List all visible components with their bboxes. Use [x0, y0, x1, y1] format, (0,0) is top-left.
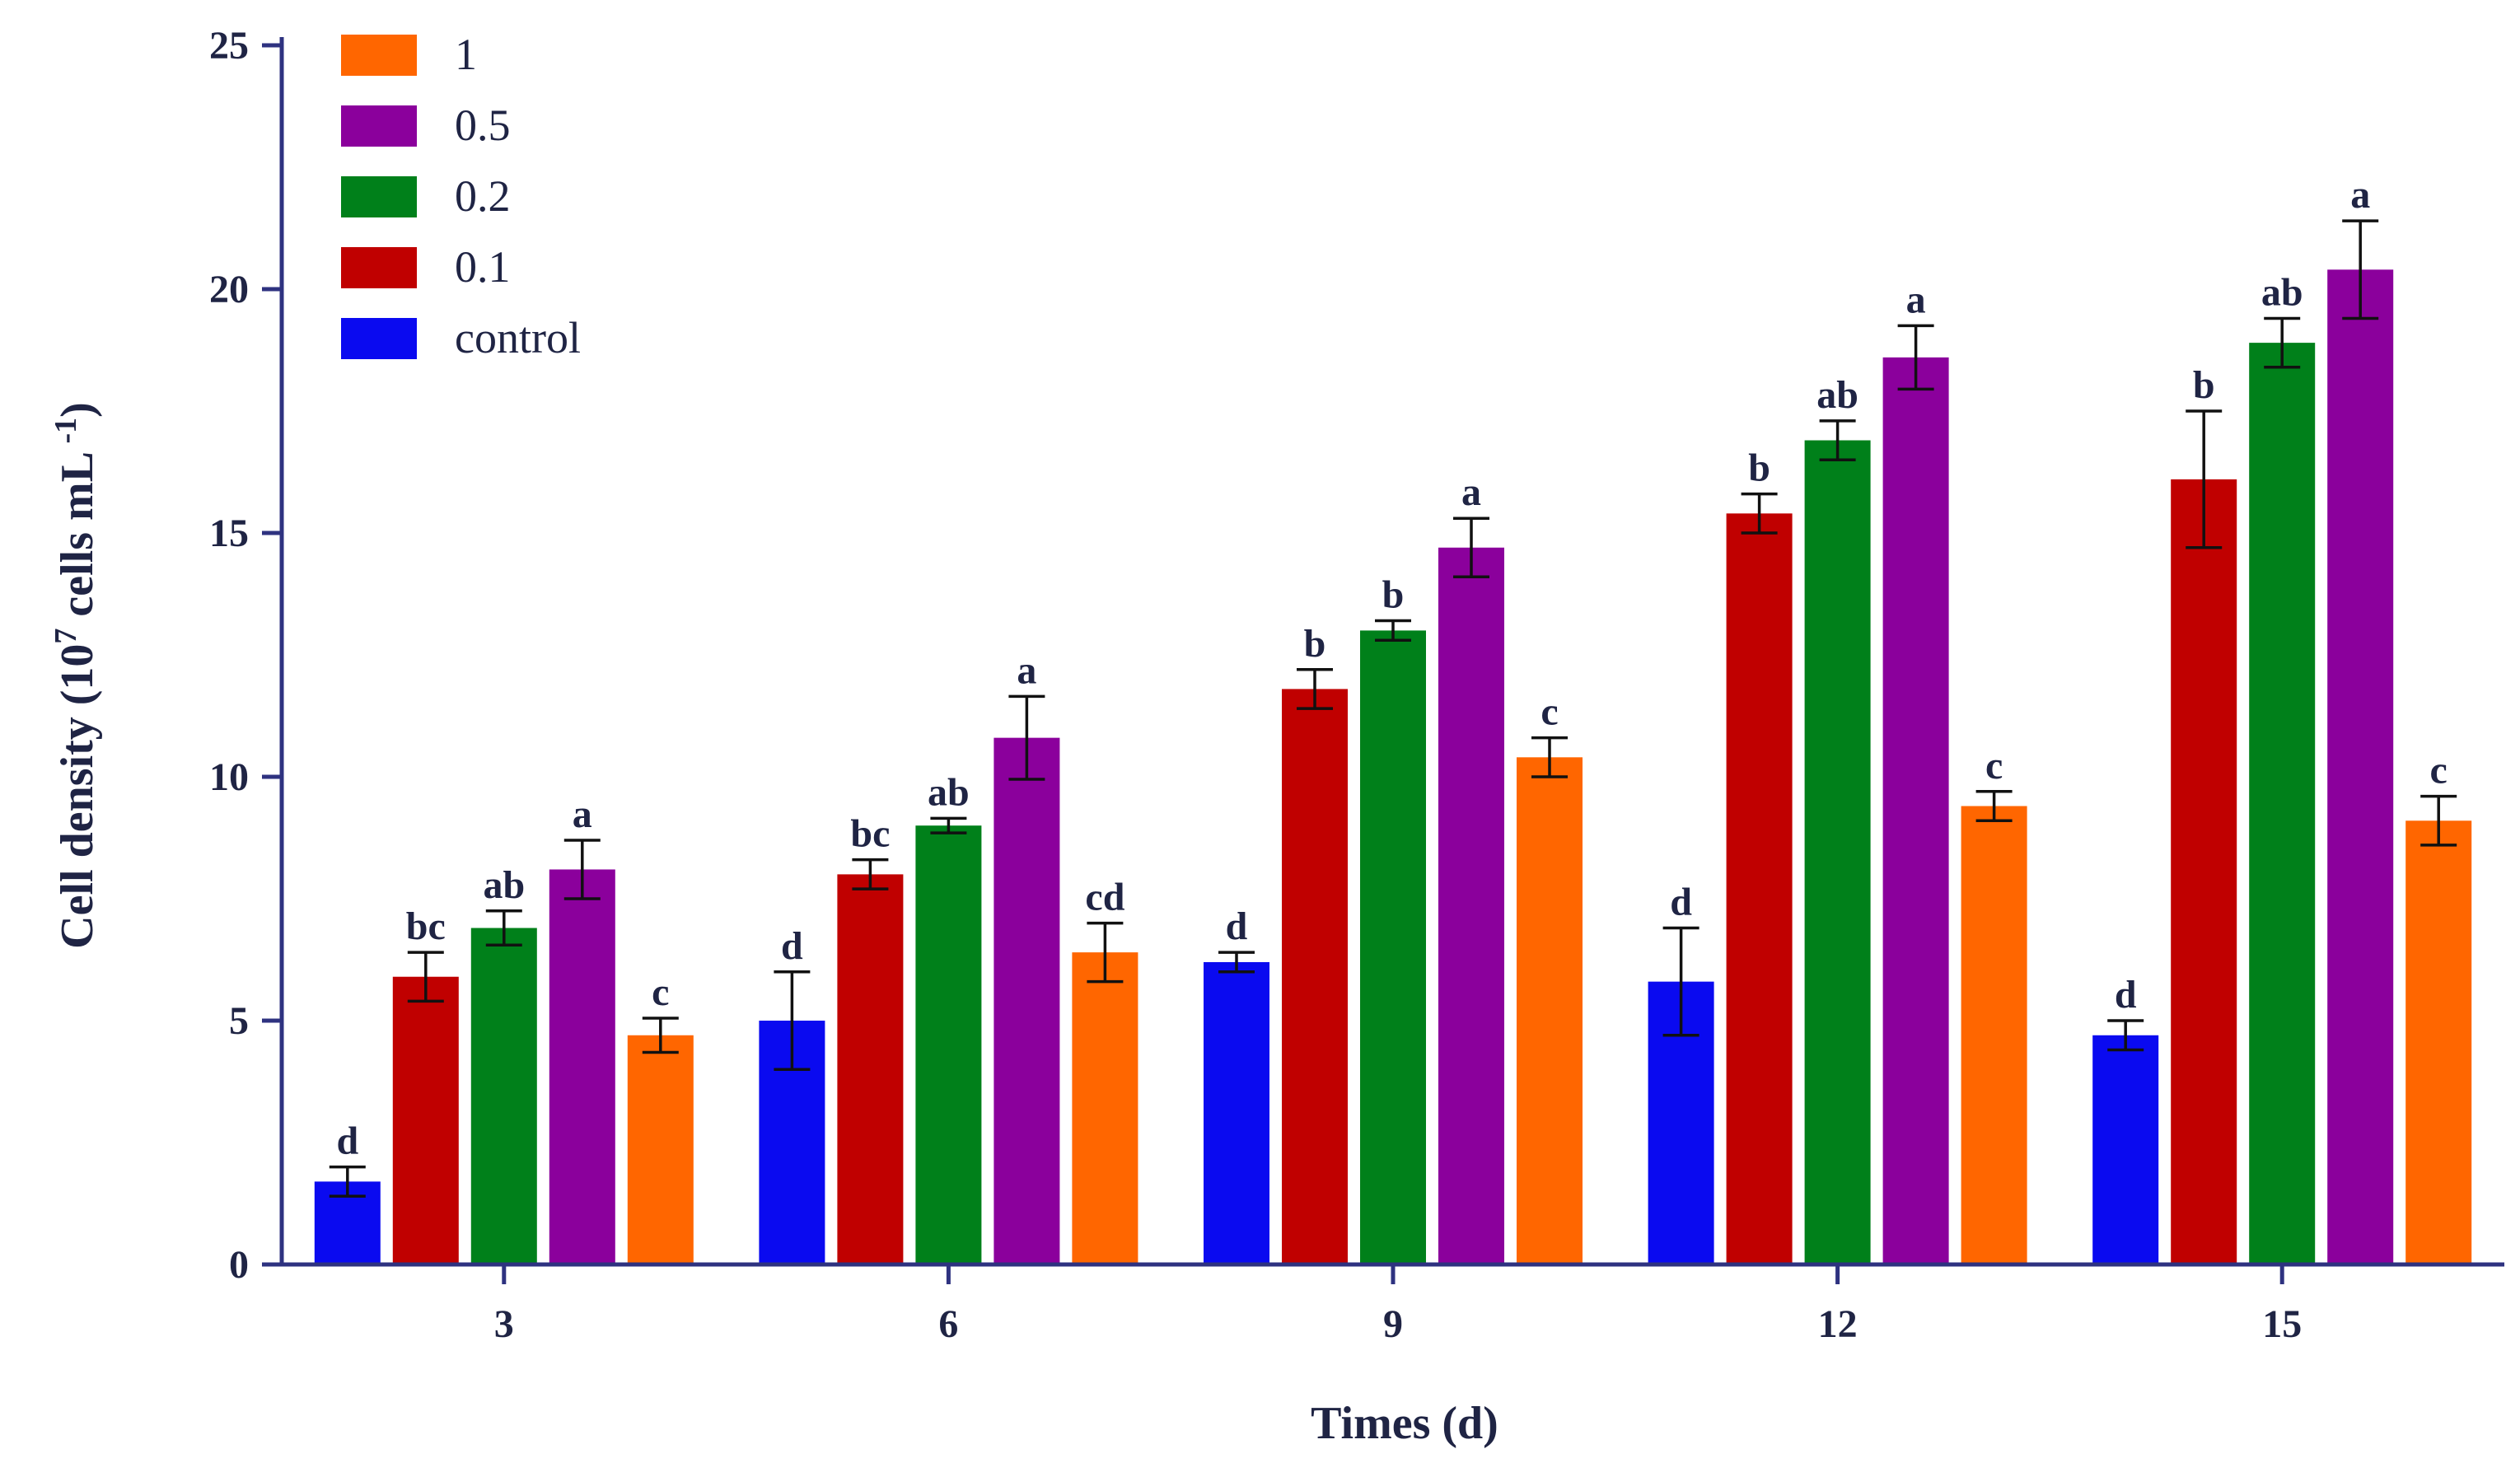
significance-label: ab: [1816, 373, 1858, 417]
legend-swatch-1: [341, 35, 417, 76]
y-axis-title: Cell density (107 cells mL -1): [49, 402, 103, 949]
legend-label-1: 1: [455, 30, 477, 79]
bar-0.5-day-12: [1882, 357, 1949, 1264]
significance-label: a: [573, 792, 592, 836]
significance-label: b: [2193, 363, 2215, 407]
bar-0.1-day-6: [837, 874, 904, 1264]
significance-label: a: [2350, 173, 2370, 217]
y-tick-label: 5: [229, 999, 249, 1043]
bar-0.2-day-15: [2249, 343, 2316, 1264]
bar-0.1-day-15: [2171, 479, 2237, 1264]
x-tick-label: 3: [494, 1302, 514, 1346]
legend-swatch-0.2: [341, 176, 417, 217]
bar-1-day-12: [1961, 806, 2027, 1264]
significance-label: ab: [2261, 271, 2303, 315]
significance-label: b: [1748, 446, 1770, 490]
bar-0.5-day-3: [549, 869, 615, 1264]
y-tick-label: 20: [209, 268, 249, 311]
significance-label: c: [652, 970, 669, 1014]
x-tick-label: 12: [1818, 1302, 1858, 1346]
legend-swatch-control: [341, 318, 417, 359]
y-tick-label: 25: [209, 24, 249, 68]
significance-label: bc: [406, 904, 446, 948]
significance-label: c: [2430, 749, 2448, 792]
bar-0.1-day-9: [1282, 689, 1348, 1264]
axes: 0 5 10 15 20 25 3 6 9 12 15: [209, 24, 2504, 1346]
legend-swatch-0.1: [341, 247, 417, 288]
significance-label: cd: [1085, 876, 1124, 919]
bar-1-day-9: [1517, 757, 1583, 1264]
x-tick-label: 6: [938, 1302, 958, 1346]
bar-1-day-3: [627, 1035, 694, 1264]
significance-label: d: [336, 1119, 358, 1163]
legend-swatch-0.5: [341, 105, 417, 147]
significance-label: b: [1304, 622, 1326, 666]
y-tick-label: 15: [209, 512, 249, 555]
bar-0.1-day-3: [392, 976, 459, 1264]
significance-label: ab: [928, 770, 970, 814]
bar-control-day-15: [2092, 1035, 2159, 1264]
significance-label: c: [1985, 744, 2003, 788]
significance-label: bc: [850, 812, 890, 856]
legend: 1 0.5 0.2 0.1 control: [341, 30, 581, 362]
significance-label: ab: [483, 863, 525, 907]
bar-0.2-day-3: [470, 928, 537, 1264]
bar-1-day-15: [2405, 820, 2472, 1264]
legend-label-0.1: 0.1: [455, 242, 511, 292]
bar-0.2-day-6: [915, 825, 982, 1264]
bar-0.5-day-15: [2327, 269, 2394, 1264]
bar-1-day-6: [1072, 952, 1138, 1264]
bar-control-day-9: [1204, 961, 1269, 1264]
bar-0.2-day-12: [1804, 440, 1871, 1264]
significance-label: d: [1670, 881, 1692, 924]
significance-label: a: [1906, 278, 1926, 321]
bar-0.5-day-6: [994, 737, 1060, 1264]
significance-label: b: [1382, 573, 1405, 617]
significance-label: a: [1461, 470, 1481, 514]
bar-0.5-day-9: [1438, 547, 1504, 1264]
y-tick-label: 0: [229, 1243, 249, 1287]
significance-label: d: [1226, 904, 1248, 948]
significance-label: a: [1017, 648, 1036, 692]
x-tick-label: 9: [1383, 1302, 1403, 1346]
y-tick-label: 10: [209, 755, 249, 799]
bar-0.2-day-9: [1360, 630, 1426, 1264]
x-tick-label: 15: [2262, 1302, 2302, 1346]
legend-label-control: control: [455, 313, 581, 362]
x-axis-title: Times (d): [1311, 1398, 1498, 1449]
significance-label: c: [1541, 690, 1558, 734]
bar-0.1-day-12: [1726, 513, 1793, 1264]
significance-label: d: [2115, 973, 2137, 1017]
legend-label-0.5: 0.5: [455, 100, 511, 150]
legend-label-0.2: 0.2: [455, 171, 511, 221]
significance-label: d: [781, 924, 803, 968]
